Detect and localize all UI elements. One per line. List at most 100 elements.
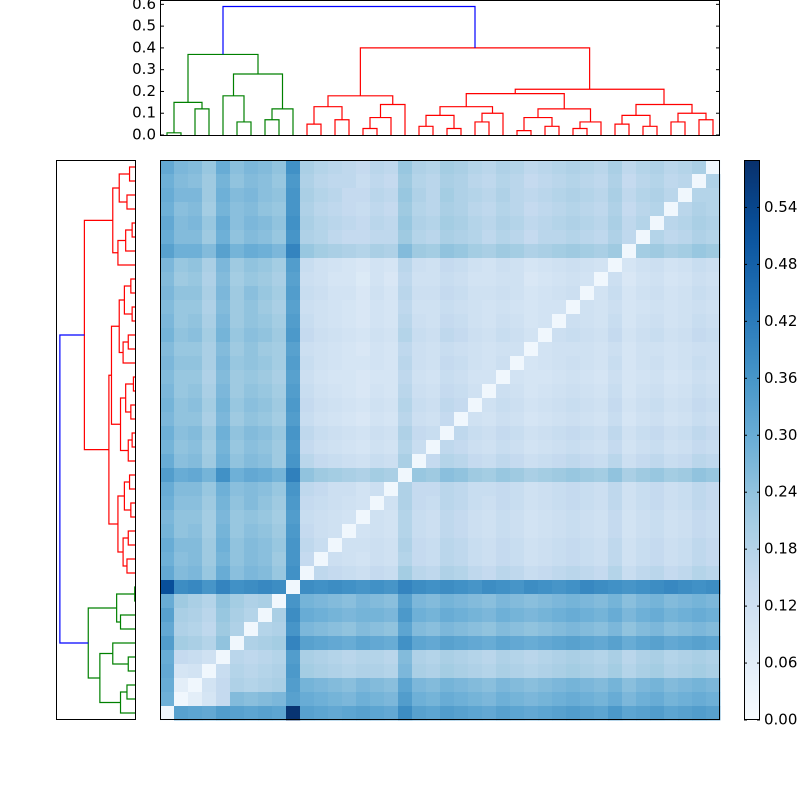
dendrogram-link [127,334,136,350]
heatmap-cell [678,608,693,623]
heatmap-cell [692,356,707,371]
heatmap-cell [188,622,203,637]
heatmap-cell [538,524,553,539]
heatmap-cell [664,314,679,329]
heatmap-cell [524,230,539,245]
heatmap-cell [412,370,427,385]
heatmap-cell [468,188,483,203]
heatmap-cell [202,468,217,483]
heatmap-cell [454,202,469,217]
heatmap-cell [580,664,595,679]
heatmap-cell [314,706,329,721]
heatmap-cell [426,524,441,539]
heatmap-cell [454,300,469,315]
heatmap-cell [160,650,175,665]
heatmap-cell [384,566,399,581]
heatmap-cell [454,706,469,721]
heatmap-cell [174,482,189,497]
heatmap-cell [300,328,315,343]
heatmap-cell [706,706,721,721]
heatmap-cell [398,524,413,539]
heatmap-cell [426,706,441,721]
heatmap-cell [706,356,721,371]
heatmap-cell [510,510,525,525]
heatmap-cell [552,510,567,525]
heatmap-cell [202,692,217,707]
heatmap-cell [552,622,567,637]
heatmap-cell [552,342,567,357]
heatmap-cell [482,692,497,707]
heatmap-cell [594,580,609,595]
heatmap-cell [426,566,441,581]
heatmap-cell [286,272,301,287]
heatmap-cell [230,412,245,427]
heatmap-cell [286,496,301,511]
heatmap-cell [566,230,581,245]
heatmap-cell [258,622,273,637]
heatmap-cell [300,538,315,553]
heatmap-cell [678,230,693,245]
heatmap-cell [580,174,595,189]
heatmap-cell [496,216,511,231]
heatmap-cell [678,706,693,721]
heatmap-cell [622,566,637,581]
heatmap-cell [524,244,539,259]
dendrogram-link [187,53,259,103]
heatmap-cell [608,566,623,581]
heatmap-cell [608,636,623,651]
heatmap-cell [650,510,665,525]
heatmap-cell [300,356,315,371]
heatmap-cell [244,328,259,343]
heatmap-cell [230,636,245,651]
heatmap-cell [314,160,329,175]
heatmap-cell [440,636,455,651]
heatmap-cell [230,230,245,245]
heatmap-cell [384,552,399,567]
heatmap-cell [342,328,357,343]
heatmap-cell [706,454,721,469]
heatmap-cell [272,300,287,315]
heatmap-cell [692,272,707,287]
heatmap-cell [230,258,245,273]
heatmap-cell [440,608,455,623]
heatmap-cell [636,636,651,651]
heatmap-cell [426,258,441,273]
heatmap-cell [622,370,637,385]
heatmap-cell [384,160,399,175]
heatmap-cell [314,202,329,217]
heatmap-cell [664,216,679,231]
heatmap-cell [230,454,245,469]
heatmap-cell [580,230,595,245]
heatmap-cell [454,538,469,553]
heatmap-cell [482,622,497,637]
heatmap-cell [202,188,217,203]
heatmap-cell [594,314,609,329]
heatmap-cell [482,594,497,609]
heatmap-cell [244,258,259,273]
heatmap-cell [188,342,203,357]
heatmap-cell [678,272,693,287]
heatmap-cell [594,412,609,427]
heatmap-cell [272,412,287,427]
heatmap-cell [412,328,427,343]
heatmap-cell [286,580,301,595]
heatmap-cell [650,356,665,371]
heatmap-cell [300,370,315,385]
heatmap-cell [510,664,525,679]
heatmap-cell [636,650,651,665]
dendrogram-link [117,239,136,266]
heatmap-cell [174,230,189,245]
heatmap-cell [412,230,427,245]
heatmap-cell [160,608,175,623]
heatmap-cell [398,160,413,175]
heatmap-cell [608,398,623,413]
heatmap-cell [636,230,651,245]
heatmap-cell [524,412,539,427]
heatmap-cell [216,552,231,567]
heatmap-cell [594,272,609,287]
heatmap-cell [398,216,413,231]
heatmap-cell [566,328,581,343]
heatmap-cell [440,426,455,441]
heatmap-cell [300,412,315,427]
heatmap-cell [258,650,273,665]
